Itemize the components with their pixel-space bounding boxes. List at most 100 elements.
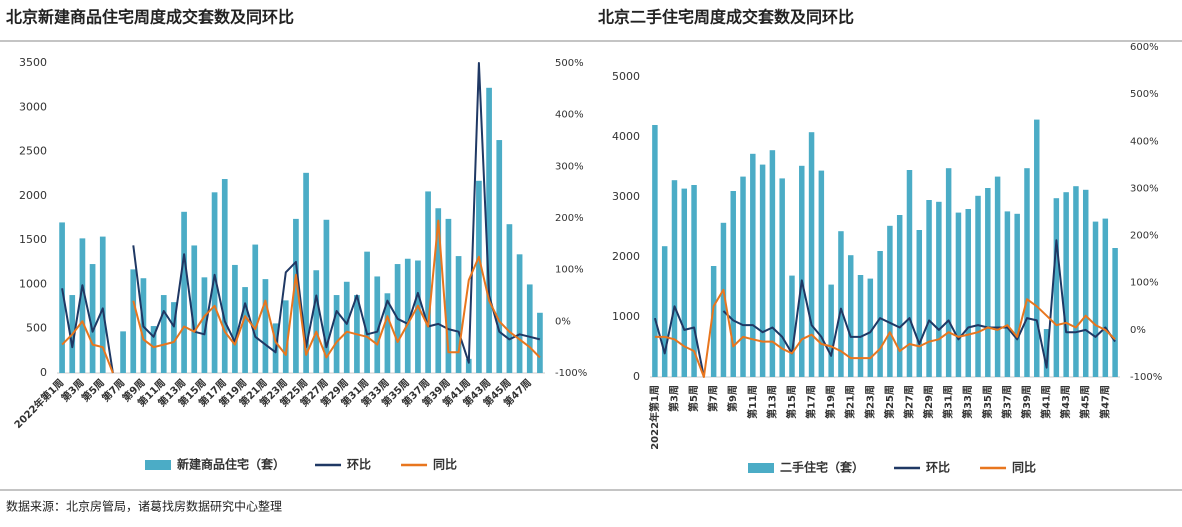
- bar: [847, 255, 854, 377]
- bar: [486, 87, 492, 374]
- source-note: 数据来源：北京房管局，诸葛找房数据研究中心整理: [6, 499, 282, 514]
- y-tick-label: 2500: [19, 145, 47, 158]
- x-tick-label: 第13周: [765, 385, 778, 419]
- x-tick-label: 2022年第1周: [11, 376, 66, 431]
- x-tick-label: 第9周: [726, 385, 739, 412]
- bar: [769, 150, 776, 377]
- bar: [808, 132, 815, 377]
- bar: [211, 192, 218, 373]
- bar: [691, 185, 697, 377]
- bar: [1014, 213, 1020, 377]
- y2-tick-label: 100%: [555, 265, 584, 276]
- y2-tick-label: 400%: [555, 110, 584, 121]
- x-tick-label: 第15周: [785, 385, 798, 419]
- y2-tick-label: 600%: [1130, 42, 1159, 53]
- bar: [740, 176, 746, 377]
- bar: [828, 284, 834, 377]
- x-tick-label: 第37周: [1000, 385, 1013, 419]
- bar: [1043, 329, 1050, 377]
- bar: [333, 295, 340, 373]
- chart-title: 北京新建商品住宅周度成交套数及同环比: [6, 8, 294, 27]
- bar: [799, 165, 805, 377]
- bar: [506, 224, 513, 373]
- bar: [191, 245, 198, 373]
- y2-tick-label: -100%: [1130, 372, 1162, 383]
- y2-tick-label: -100%: [555, 368, 587, 379]
- y-tick-label: 4000: [612, 130, 640, 143]
- bar: [730, 191, 736, 377]
- x-tick-label: 第21周: [844, 385, 857, 419]
- x-tick-label: 第7周: [707, 385, 720, 412]
- bar: [303, 172, 309, 373]
- bar: [1073, 186, 1079, 377]
- bar: [916, 230, 923, 377]
- y-tick-label: 0: [40, 366, 47, 379]
- bar: [955, 212, 962, 377]
- bar: [465, 358, 472, 373]
- legend-swatch: [748, 463, 774, 473]
- y2-tick-label: 0%: [1130, 325, 1146, 336]
- bar: [59, 222, 65, 373]
- bar: [181, 211, 187, 373]
- bar: [262, 279, 269, 373]
- legend-label: 环比: [926, 460, 950, 475]
- y2-tick-label: 100%: [1130, 278, 1159, 289]
- bar: [759, 164, 766, 377]
- y-tick-label: 2000: [19, 189, 47, 202]
- bar: [926, 200, 932, 377]
- bar: [537, 312, 543, 373]
- bar: [965, 209, 971, 377]
- bar: [867, 278, 874, 377]
- x-tick-label: 第5周: [687, 385, 700, 412]
- bar: [99, 236, 106, 373]
- y-tick-label: 3500: [19, 56, 47, 69]
- y2-tick-label: 500%: [555, 58, 584, 69]
- y-tick-label: 1500: [19, 233, 47, 246]
- bar: [221, 179, 228, 373]
- x-tick-label: 第25周: [883, 385, 896, 419]
- bar: [661, 246, 668, 377]
- bar: [476, 180, 482, 373]
- chart-title: 北京二手住宅周度成交套数及同环比: [598, 8, 854, 27]
- bar: [838, 231, 844, 377]
- bar: [1024, 168, 1030, 377]
- legend-label: 环比: [347, 457, 371, 472]
- bar: [779, 178, 785, 377]
- y-tick-label: 500: [26, 322, 47, 335]
- bar: [906, 170, 913, 377]
- x-tick-label: 第39周: [1020, 385, 1033, 419]
- x-tick-label: 2022年第1周: [648, 385, 661, 450]
- x-tick-label: 第31周: [942, 385, 955, 419]
- y2-tick-label: 400%: [1130, 136, 1159, 147]
- bar: [130, 269, 137, 373]
- bar: [1034, 119, 1040, 377]
- bar: [232, 264, 238, 373]
- bar: [313, 270, 320, 373]
- bar: [1082, 189, 1089, 377]
- bar: [79, 238, 86, 373]
- bar: [750, 153, 756, 377]
- y-tick-label: 3000: [19, 100, 47, 113]
- y-tick-label: 5000: [612, 70, 640, 83]
- bar: [526, 284, 533, 373]
- x-tick-label: 第29周: [922, 385, 935, 419]
- y2-tick-label: 300%: [1130, 183, 1159, 194]
- bar: [201, 277, 208, 373]
- x-tick-label: 第47周: [1098, 385, 1111, 419]
- bar: [1092, 221, 1099, 377]
- x-tick-label: 第27周: [902, 385, 915, 419]
- bar: [818, 170, 825, 377]
- bar: [455, 256, 462, 373]
- line-series: [654, 288, 1116, 378]
- bar: [252, 244, 259, 373]
- bar: [343, 281, 350, 373]
- x-tick-label: 第3周: [667, 385, 680, 412]
- y2-tick-label: 200%: [555, 213, 584, 224]
- bar: [652, 125, 658, 377]
- bar: [242, 287, 248, 373]
- bar: [293, 218, 299, 373]
- bar: [171, 302, 177, 373]
- x-tick-label: 第11周: [746, 385, 759, 419]
- y-tick-label: 3000: [612, 190, 640, 203]
- bar: [671, 180, 678, 377]
